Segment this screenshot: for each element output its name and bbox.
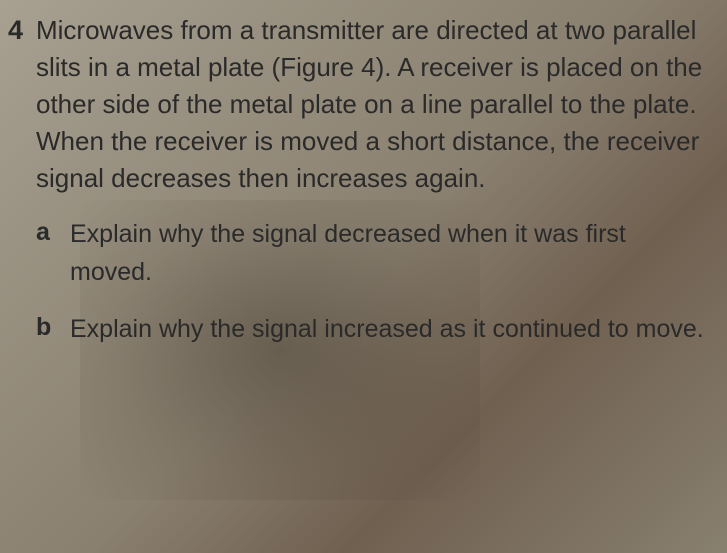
part-text-a: Explain why the signal decreased when it…	[70, 215, 709, 293]
question-block: 4 Microwaves from a transmitter are dire…	[8, 12, 709, 349]
part-label-b: b	[36, 310, 70, 346]
question-number: 4	[8, 12, 36, 48]
question-main-row: 4 Microwaves from a transmitter are dire…	[8, 12, 709, 197]
part-label-a: a	[36, 215, 70, 251]
part-text-b: Explain why the signal increased as it c…	[70, 310, 709, 349]
question-body: Microwaves from a transmitter are direct…	[36, 12, 709, 197]
question-part-a: a Explain why the signal decreased when …	[8, 215, 709, 293]
question-part-b: b Explain why the signal increased as it…	[8, 310, 709, 349]
